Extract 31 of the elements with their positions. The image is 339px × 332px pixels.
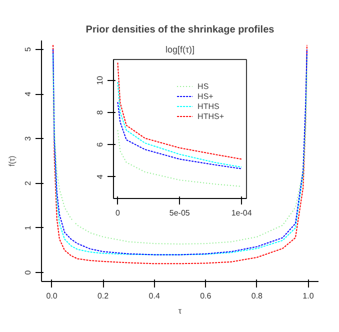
chart-title: Prior densities of the shrinkage profiles bbox=[86, 24, 275, 36]
y-tick-label: 3 bbox=[24, 136, 32, 141]
x-tick-label: 0.2 bbox=[97, 292, 110, 300]
y-tick-label: 2 bbox=[24, 180, 32, 186]
x-tick-label: 0.8 bbox=[251, 292, 264, 300]
y-tick-label: 8 bbox=[96, 110, 104, 115]
x-tick-label: 0 bbox=[115, 208, 120, 218]
line-series bbox=[117, 81, 242, 168]
x-tick-label: 0.4 bbox=[148, 292, 160, 300]
line-series bbox=[117, 130, 242, 187]
legend-label: HS bbox=[198, 81, 210, 91]
x-tick-label: 0.6 bbox=[200, 292, 212, 300]
y-tick-label: 4 bbox=[24, 91, 32, 96]
chart-title: log[f(τ)] bbox=[165, 44, 195, 54]
x-tick-label: 0.0 bbox=[46, 292, 58, 300]
y-tick-label: 6 bbox=[96, 142, 104, 147]
x-axis-title: τ bbox=[178, 306, 182, 316]
y-tick-label: 4 bbox=[96, 174, 104, 180]
legend-label: HTHS bbox=[198, 101, 220, 111]
y-tick-label: 5 bbox=[24, 46, 32, 52]
x-tick-label: 1.0 bbox=[302, 292, 314, 300]
line-series bbox=[117, 102, 242, 170]
legend-label: HTHS+ bbox=[198, 111, 224, 121]
y-tick-label: 10 bbox=[96, 75, 104, 85]
x-tick-label: 1e-04 bbox=[231, 208, 252, 218]
line-series bbox=[117, 62, 242, 160]
legend-label: HS+ bbox=[198, 91, 214, 101]
y-tick-label: 1 bbox=[24, 225, 32, 230]
x-tick-label: 5e-05 bbox=[169, 208, 190, 218]
y-tick-label: 0 bbox=[24, 270, 32, 275]
y-axis-title: f(τ) bbox=[8, 155, 16, 166]
